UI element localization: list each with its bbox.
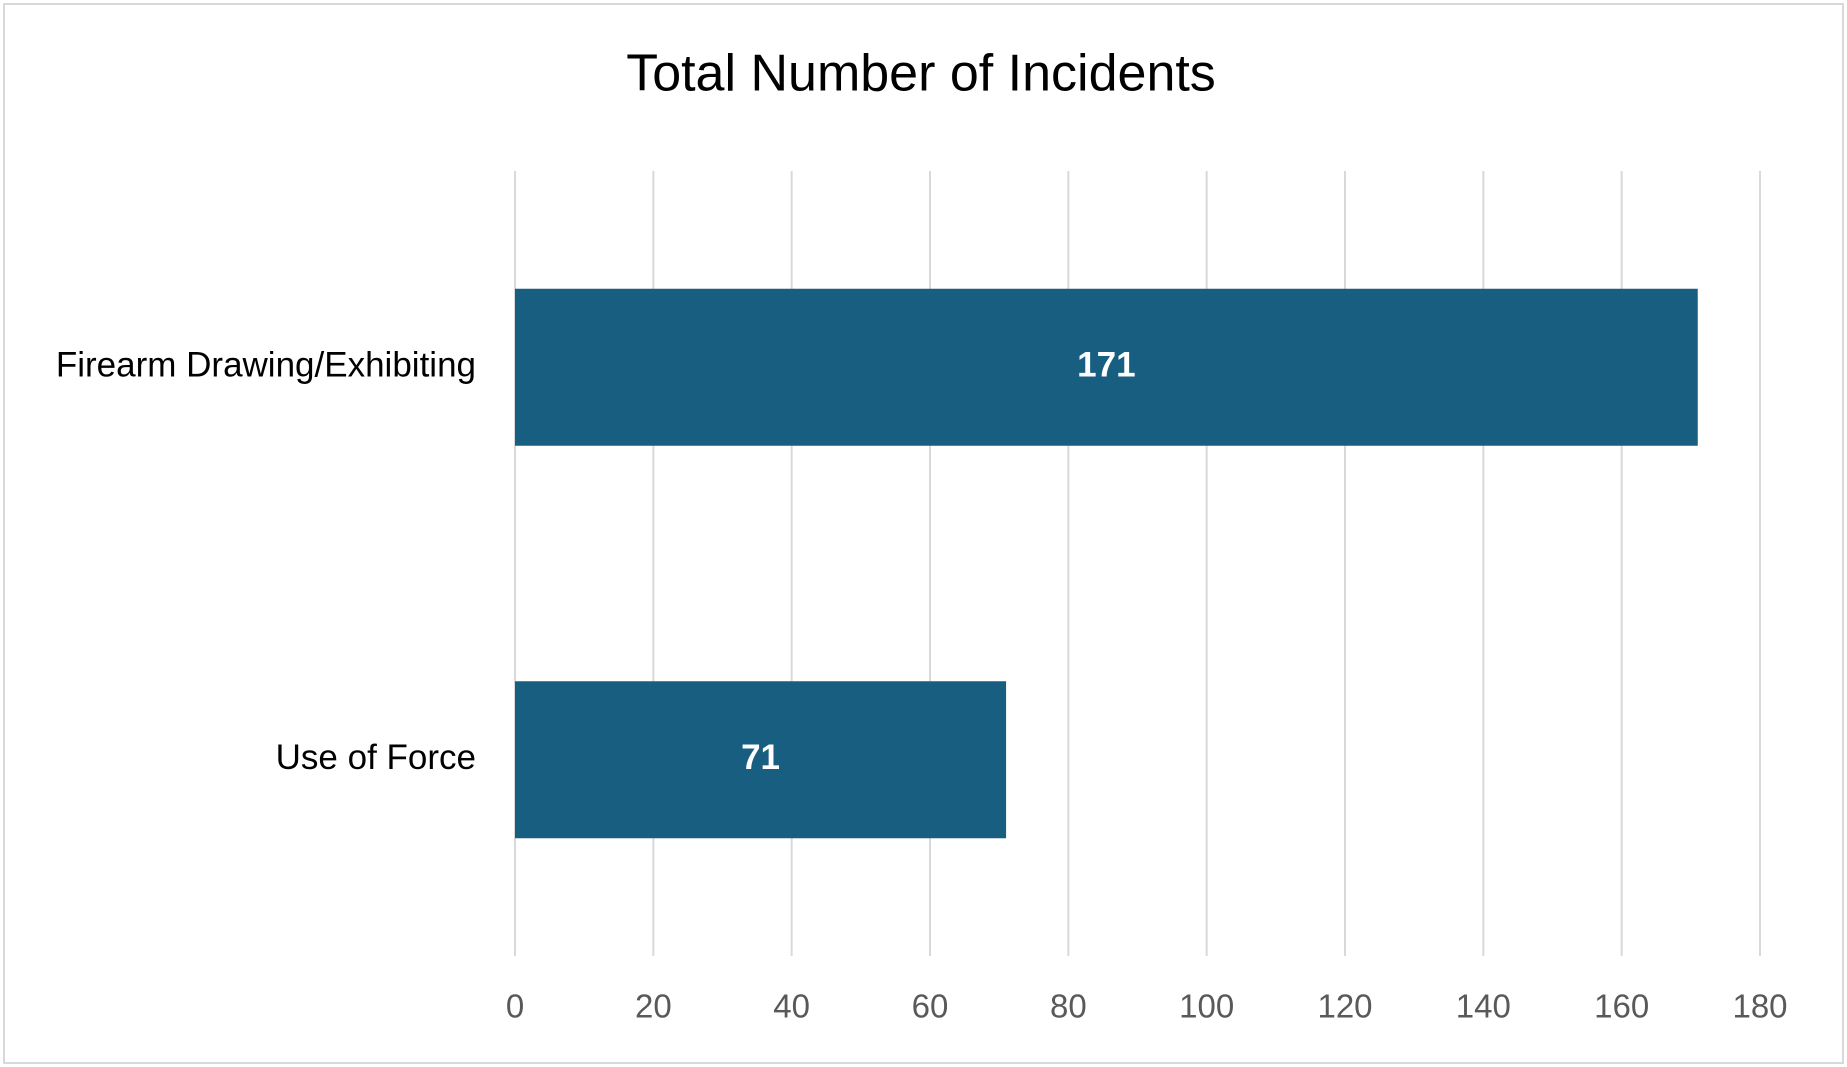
y-tick-label: Use of Force [276, 738, 476, 777]
x-tick-label: 0 [506, 988, 524, 1025]
y-tick-label: Firearm Drawing/Exhibiting [56, 346, 476, 385]
data-label: 171 [1077, 346, 1135, 385]
chart-title: Total Number of Incidents [626, 45, 1216, 103]
x-tick-label: 80 [1050, 988, 1087, 1025]
x-tick-label: 160 [1594, 988, 1649, 1025]
x-tick-label: 120 [1317, 988, 1372, 1025]
x-tick-label: 20 [635, 988, 672, 1025]
data-label: 71 [741, 738, 780, 777]
x-tick-label: 140 [1456, 988, 1511, 1025]
x-tick-label: 100 [1179, 988, 1234, 1025]
x-tick-label: 180 [1732, 988, 1787, 1025]
bar [515, 288, 1698, 446]
x-tick-label: 40 [773, 988, 810, 1025]
chart-border [3, 3, 1844, 1064]
bar [515, 681, 1007, 839]
x-tick-label: 60 [912, 988, 949, 1025]
